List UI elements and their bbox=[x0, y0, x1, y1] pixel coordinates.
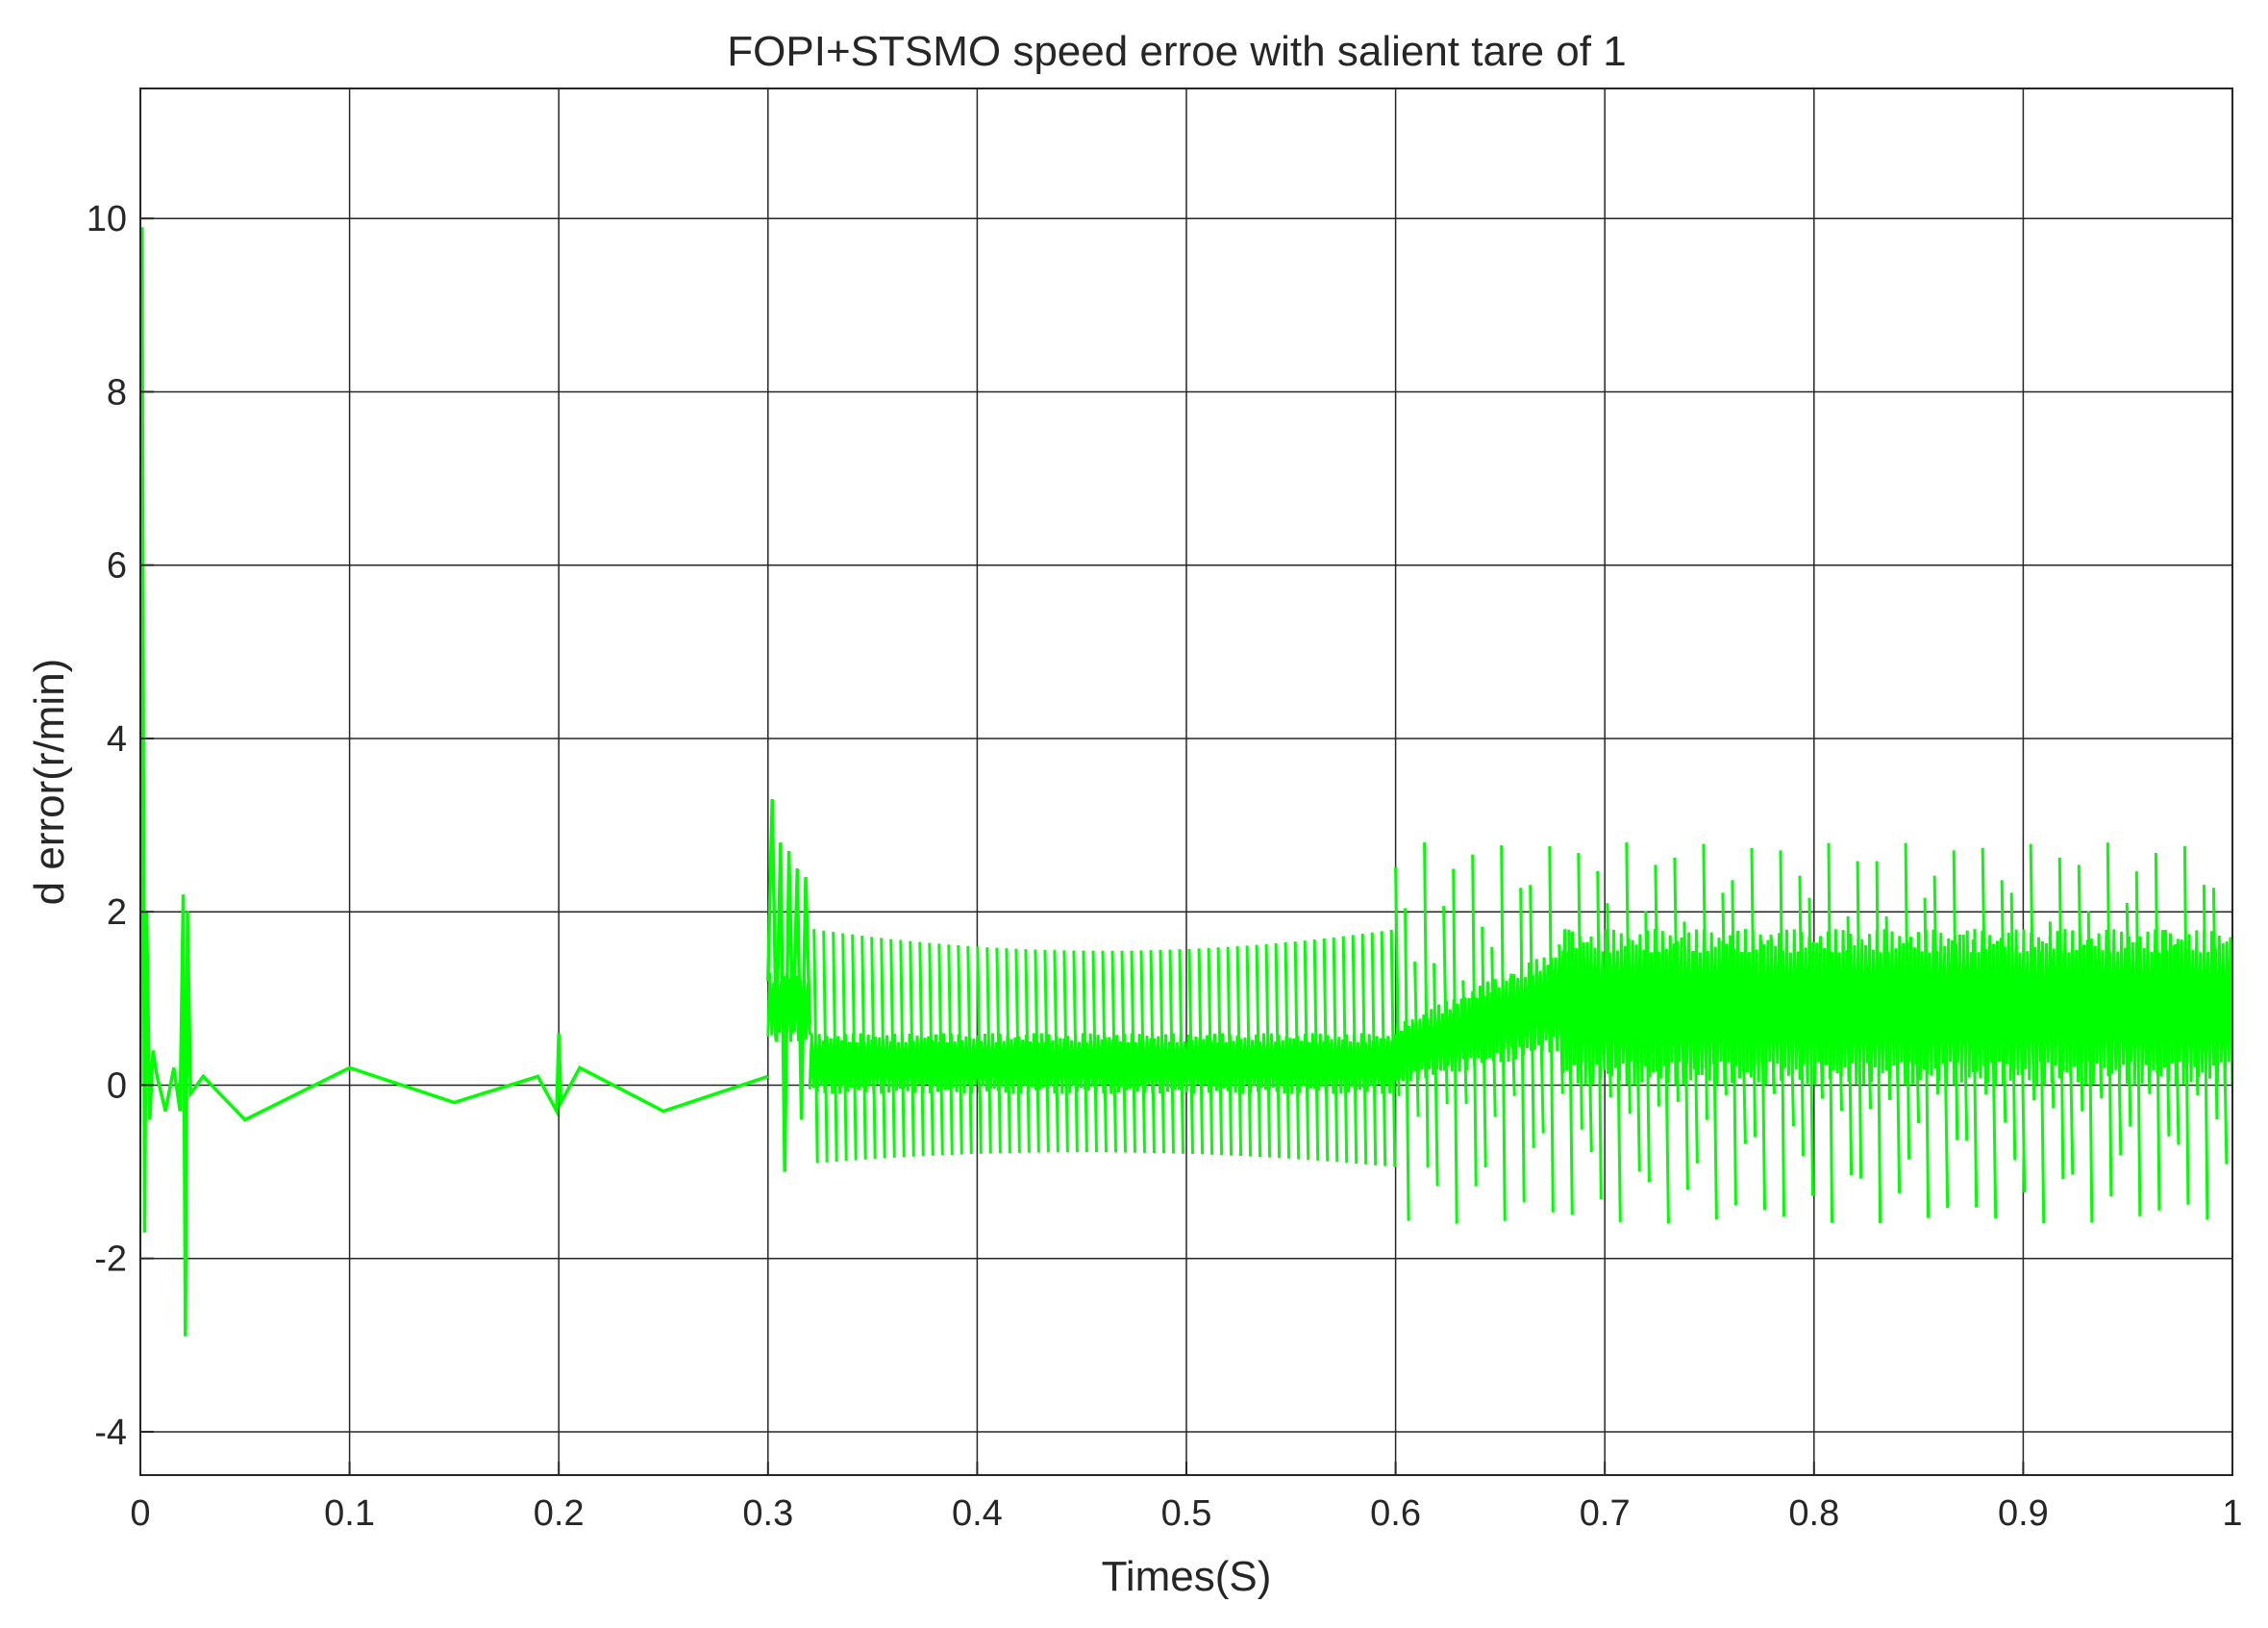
x-tick-label: 0.8 bbox=[1788, 1493, 1839, 1534]
series-spike-train bbox=[1394, 842, 2229, 1224]
x-tick-label: 0.1 bbox=[324, 1493, 375, 1534]
series-spike-train bbox=[812, 929, 1397, 1167]
x-tick-label: 0.6 bbox=[1370, 1493, 1421, 1534]
chart-title: FOPI+STSMO speed erroe with salient tare… bbox=[727, 28, 1626, 75]
x-tick-label: 0.3 bbox=[742, 1493, 793, 1534]
y-tick-label: 8 bbox=[107, 372, 127, 413]
x-tick-label: 0.2 bbox=[534, 1493, 585, 1534]
x-tick-label: 0.4 bbox=[952, 1493, 1003, 1534]
x-tick-label: 0.5 bbox=[1161, 1493, 1212, 1534]
tick-layer: 0 0.1 0.2 0.3 0.4 0.5 0.6 0.7 0.8 0.9 1 -4 -2 0 2 4 6 8 10 bbox=[87, 199, 2243, 1534]
y-tick-label: 10 bbox=[87, 199, 127, 239]
y-tick-label: -4 bbox=[94, 1413, 127, 1453]
x-tick-label: 0 bbox=[130, 1493, 150, 1534]
plot-area bbox=[140, 227, 2232, 1337]
series-oscillation-band bbox=[1394, 950, 1565, 1082]
y-axis-label: d error(r/min) bbox=[26, 659, 73, 906]
x-axis-label: Times(S) bbox=[1102, 1553, 1272, 1600]
y-tick-label: -2 bbox=[94, 1240, 127, 1280]
x-tick-label: 1 bbox=[2222, 1493, 2242, 1534]
x-tick-label: 0.7 bbox=[1580, 1493, 1631, 1534]
y-tick-label: 0 bbox=[107, 1065, 127, 1106]
x-tick-label: 0.9 bbox=[1998, 1493, 2049, 1534]
y-tick-label: 6 bbox=[107, 546, 127, 587]
y-tick-label: 2 bbox=[107, 892, 127, 933]
y-tick-label: 4 bbox=[107, 719, 127, 760]
